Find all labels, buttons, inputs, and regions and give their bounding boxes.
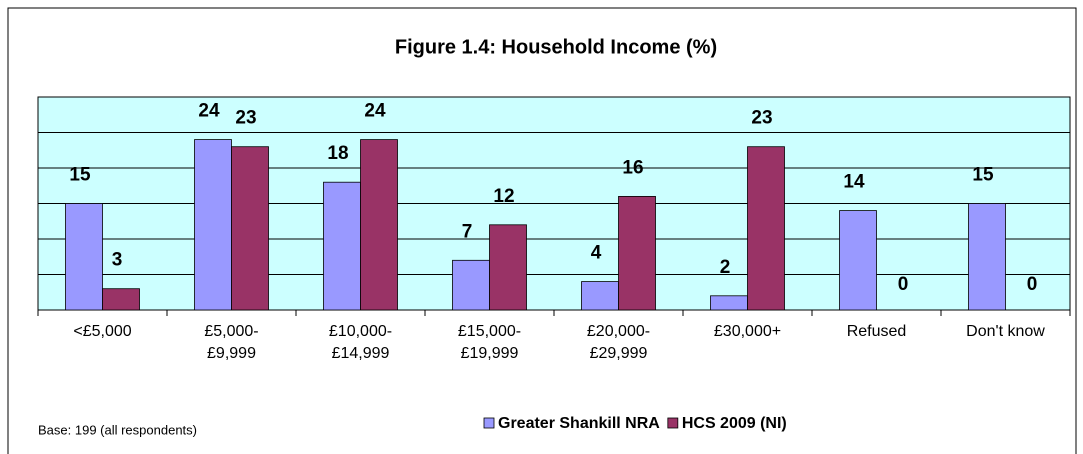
bar — [323, 181, 361, 311]
value-label: 2 — [720, 257, 731, 278]
bar — [65, 203, 103, 311]
bar — [360, 139, 398, 311]
bar — [581, 281, 619, 311]
chart-title: Figure 1.4: Household Income (%) — [395, 36, 717, 58]
value-label: 3 — [112, 250, 123, 271]
bar — [747, 146, 785, 311]
legend-label: HCS 2009 (NI) — [682, 415, 787, 432]
x-tick-label: £30,000+ — [714, 323, 781, 340]
legend-swatch — [667, 417, 679, 429]
value-label: 15 — [972, 165, 994, 186]
bar — [618, 195, 656, 311]
legend-label: Greater Shankill NRA — [498, 415, 660, 432]
value-label: 23 — [235, 108, 256, 129]
bar — [194, 139, 232, 311]
value-label: 18 — [327, 143, 348, 164]
bar — [839, 210, 877, 311]
bar — [710, 295, 748, 311]
value-label: 14 — [843, 172, 865, 193]
x-tick-label: £10,000-£14,999 — [329, 323, 392, 362]
x-tick-label: £20,000-£29,999 — [587, 323, 650, 362]
value-label: 23 — [751, 108, 772, 129]
x-tick-label: <£5,000 — [73, 323, 131, 340]
x-tick-label: £15,000-£19,999 — [458, 323, 521, 362]
x-tick-label: Don't know — [966, 323, 1045, 340]
value-label: 16 — [622, 157, 643, 178]
bar — [231, 146, 269, 311]
bar — [968, 203, 1006, 311]
bar — [452, 259, 490, 311]
legend-swatch — [483, 417, 495, 429]
value-label: 12 — [493, 186, 514, 207]
frame — [7, 7, 1077, 454]
bar — [102, 288, 140, 311]
value-label: 4 — [591, 243, 602, 264]
x-tick-label: Refused — [847, 323, 907, 340]
note: Base: 199 (all respondents) — [38, 422, 197, 437]
value-label: 15 — [69, 165, 91, 186]
x-tick-label: £5,000-£9,999 — [204, 323, 258, 362]
value-label: 24 — [364, 101, 386, 122]
value-label: 7 — [462, 221, 473, 242]
value-label: 24 — [198, 101, 220, 122]
value-label: 0 — [898, 274, 909, 295]
value-label: 0 — [1027, 274, 1038, 295]
bar — [489, 224, 527, 311]
